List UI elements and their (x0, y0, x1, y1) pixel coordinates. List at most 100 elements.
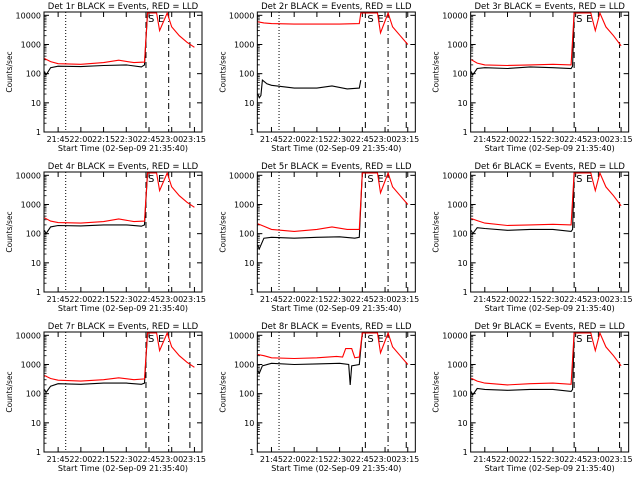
start-marker-label: S (576, 334, 582, 345)
x-axis-label: Start Time (02-Sep-09 21:35:40) (58, 464, 188, 473)
y-tick-label: 1000 (447, 360, 467, 369)
y-tick-label: 1 (249, 288, 254, 297)
y-axis-label: Counts/sec (432, 371, 441, 412)
x-tick-label: 22:00 (69, 295, 92, 304)
x-tick-label: 22:30 (328, 295, 351, 304)
x-tick-label: 21:45 (47, 135, 70, 144)
detector-panel-8: Det 8r BLACK = Events, RED = LLD 1 10 100 10… (218, 322, 419, 473)
x-tick-label: 23:15 (396, 455, 419, 464)
x-axis-label: Start Time (02-Sep-09 21:35:40) (58, 144, 188, 153)
x-tick-label: 22:45 (564, 135, 587, 144)
series-events (257, 79, 362, 99)
y-tick-label: 10 (31, 99, 41, 108)
y-tick-label: 1000 (21, 360, 41, 369)
panel-title: Det 2r BLACK = Events, RED = LLD (261, 2, 412, 12)
end-marker-label: E (377, 174, 383, 185)
y-tick-label: 10000 (16, 171, 41, 180)
series-events (257, 172, 363, 251)
start-marker-label: S (367, 14, 373, 25)
y-tick-label: 10000 (229, 171, 254, 180)
x-tick-label: 22:15 (305, 455, 328, 464)
plot-frame (256, 171, 416, 293)
plot-frame (43, 171, 203, 293)
y-tick-label: 10000 (442, 171, 467, 180)
x-tick-label: 22:15 (92, 295, 115, 304)
detector-panel-1: Det 1r BLACK = Events, RED = LLD 1 10 100 10… (5, 2, 206, 153)
panel-title: Det 6r BLACK = Events, RED = LLD (474, 162, 625, 172)
series-lld (44, 171, 195, 224)
y-tick-label: 100 (452, 230, 467, 239)
x-tick-label: 22:15 (519, 455, 542, 464)
x-tick-label: 22:30 (541, 455, 564, 464)
x-tick-label: 22:45 (564, 455, 587, 464)
series-events (43, 12, 149, 77)
x-tick-label: 23:00 (374, 455, 397, 464)
detector-panel-4: Det 4r BLACK = Events, RED = LLD 1 10 100 10… (5, 162, 206, 313)
x-tick-label: 23:15 (183, 295, 206, 304)
x-tick-label: 22:15 (519, 295, 542, 304)
x-tick-label: 22:45 (351, 295, 374, 304)
plot-frame (43, 331, 203, 453)
y-tick-label: 1 (36, 448, 41, 457)
y-tick-label: 10000 (442, 331, 467, 340)
y-tick-label: 10 (31, 419, 41, 428)
end-marker-label: E (586, 334, 592, 345)
plot-frame (256, 331, 416, 453)
panel-title: Det 8r BLACK = Events, RED = LLD (261, 322, 412, 332)
x-axis-label: Start Time (02-Sep-09 21:35:40) (485, 144, 615, 153)
end-marker-label: E (158, 14, 164, 25)
x-tick-label: 22:15 (305, 135, 328, 144)
x-tick-label: 22:45 (137, 455, 160, 464)
y-tick-label: 100 (452, 70, 467, 79)
series-lld (257, 11, 409, 45)
y-axis-label: Counts/sec (218, 211, 227, 252)
detector-panel-9: Det 9r BLACK = Events, RED = LLD 1 10 100 10… (432, 322, 633, 473)
x-tick-label: 23:15 (610, 295, 633, 304)
plot-frame (470, 331, 630, 453)
x-tick-label: 22:45 (137, 295, 160, 304)
y-tick-label: 1000 (447, 40, 467, 49)
y-tick-label: 10 (457, 259, 467, 268)
x-tick-label: 21:45 (260, 295, 283, 304)
x-tick-label: 21:45 (260, 135, 283, 144)
x-tick-label: 23:00 (587, 135, 610, 144)
x-tick-label: 23:15 (610, 455, 633, 464)
panel-title: Det 1r BLACK = Events, RED = LLD (48, 2, 199, 12)
y-tick-label: 1 (463, 448, 468, 457)
end-marker-label: E (586, 14, 592, 25)
detector-panel-3: Det 3r BLACK = Events, RED = LLD 1 10 100 10… (432, 2, 633, 153)
end-marker-label: E (377, 14, 383, 25)
y-tick-label: 1 (249, 448, 254, 457)
x-tick-label: 22:00 (283, 135, 306, 144)
start-marker-label: S (148, 334, 154, 345)
detector-panel-6: Det 6r BLACK = Events, RED = LLD 1 10 100 10… (432, 162, 633, 313)
x-tick-label: 23:00 (374, 295, 397, 304)
x-tick-label: 23:15 (183, 135, 206, 144)
start-marker-label: S (148, 174, 154, 185)
x-tick-label: 23:15 (396, 135, 419, 144)
x-tick-label: 22:45 (564, 295, 587, 304)
x-tick-label: 22:30 (541, 295, 564, 304)
x-axis-label: Start Time (02-Sep-09 21:35:40) (271, 464, 401, 473)
y-tick-label: 1 (36, 288, 41, 297)
y-axis-label: Counts/sec (432, 51, 441, 92)
panel-title: Det 9r BLACK = Events, RED = LLD (474, 322, 625, 332)
plot-frame (470, 11, 630, 133)
y-tick-label: 1 (463, 128, 468, 137)
x-tick-label: 22:45 (137, 135, 160, 144)
start-marker-label: S (367, 174, 373, 185)
y-axis-label: Counts/sec (218, 371, 227, 412)
series-events (470, 172, 575, 235)
series-events (43, 172, 149, 235)
y-tick-label: 100 (26, 230, 41, 239)
x-tick-label: 21:45 (47, 295, 70, 304)
y-tick-label: 10 (31, 259, 41, 268)
y-tick-label: 100 (452, 390, 467, 399)
y-axis-label: Counts/sec (5, 51, 14, 92)
y-tick-label: 10000 (229, 11, 254, 20)
panel-title: Det 3r BLACK = Events, RED = LLD (474, 2, 625, 12)
x-tick-label: 22:00 (496, 135, 519, 144)
x-tick-label: 22:45 (351, 135, 374, 144)
series-lld (470, 331, 622, 386)
